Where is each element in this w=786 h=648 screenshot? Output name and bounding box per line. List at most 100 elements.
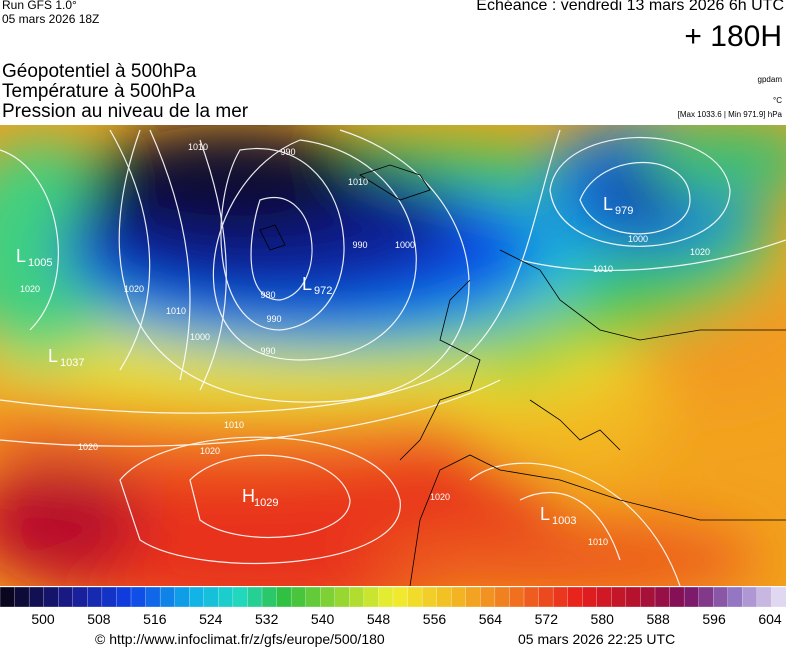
colorbar-swatch	[611, 586, 627, 608]
run-date: 05 mars 2026 18Z	[2, 12, 100, 26]
colorbar-swatch	[130, 586, 147, 608]
colorbar-swatch	[203, 586, 219, 608]
colorbar-label: 580	[591, 611, 615, 627]
colorbar-swatch	[218, 586, 234, 608]
colorbar-swatch	[771, 586, 786, 608]
center-kind: L	[48, 346, 58, 366]
colorbar-swatch	[756, 586, 773, 608]
pressure-center: H 1029	[242, 486, 278, 509]
footer-date: 05 mars 2026 22:25 UTC	[518, 631, 675, 647]
colorbar-swatch	[654, 586, 671, 608]
colorbar-label: 604	[758, 611, 782, 627]
center-value: 1003	[552, 515, 576, 527]
colorbar-swatch	[669, 586, 685, 608]
colorbar-swatch	[189, 586, 205, 608]
contour-label: 1010	[348, 177, 368, 187]
contour-label: 990	[280, 147, 295, 157]
colorbar-label: 596	[702, 611, 726, 627]
contour-label: 1010	[588, 537, 608, 547]
colorbar-swatch	[727, 586, 743, 608]
contour-label: 1000	[628, 234, 648, 244]
contour-label: 1010	[166, 306, 186, 316]
center-value: 1037	[60, 357, 84, 369]
colorbar-swatch	[334, 586, 350, 608]
colorbar-swatch	[159, 586, 176, 608]
center-kind: L	[302, 274, 312, 294]
pressure-center: L 979	[603, 194, 633, 217]
colorbar-swatch	[261, 586, 278, 608]
contour-label: 990	[260, 346, 275, 356]
contour-label: 1020	[20, 284, 40, 294]
contour-label: 1010	[224, 420, 244, 430]
contour-label: 1020	[430, 492, 450, 502]
run: Run GFS 1.0°	[2, 0, 77, 12]
colorbar-swatch	[392, 586, 409, 608]
colorbar-swatch	[567, 586, 583, 608]
colorbar-label: 564	[479, 611, 503, 627]
colorbar-swatch	[451, 586, 467, 608]
lead-time: + 180H	[684, 20, 782, 53]
footer-url: © http://www.infoclimat.fr/z/gfs/europe/…	[95, 631, 385, 647]
colorbar-swatch	[480, 586, 496, 608]
colorbar-swatch	[232, 586, 249, 608]
colorbar-label: 524	[199, 611, 223, 627]
colorbar-swatch	[640, 586, 656, 608]
pressure-center: L 972	[302, 274, 332, 297]
contour-label: 1020	[200, 446, 220, 456]
colorbar-swatch	[596, 586, 612, 608]
pressure-center: L 1003	[540, 504, 576, 527]
center-value: 1029	[254, 497, 278, 509]
colorbar-label: 516	[143, 611, 167, 627]
colorbar-label: 508	[87, 611, 111, 627]
contour-label: 1010	[593, 264, 613, 274]
colorbar-swatch	[421, 586, 438, 608]
colorbar-label: 532	[255, 611, 279, 627]
colorbar-swatch	[174, 586, 190, 608]
layer-unit: gpdam	[757, 75, 782, 84]
colorbar-swatch	[0, 586, 16, 608]
colorbar-swatch	[713, 586, 729, 608]
pressure-center: L 1005	[16, 246, 52, 269]
colorbar-swatch	[683, 586, 700, 608]
colorbar-swatch	[625, 586, 642, 608]
colorbar-swatch	[14, 586, 30, 608]
center-kind: H	[242, 486, 255, 506]
contour-label: 1020	[124, 284, 144, 294]
center-kind: L	[603, 194, 613, 214]
colorbar-label: 556	[423, 611, 447, 627]
colorbar-swatch	[509, 586, 525, 608]
colorbar-swatch	[407, 586, 423, 608]
colorbar-swatch	[87, 586, 103, 608]
colorbar-swatch	[320, 586, 336, 608]
colorbar-swatch	[378, 586, 394, 608]
layer-name: Température à 500hPa	[2, 81, 196, 102]
colorbar-swatch	[276, 586, 292, 608]
layer-name: Géopotentiel à 500hPa	[2, 61, 197, 82]
colorbar-swatch	[290, 586, 307, 608]
colorbar-label: 548	[367, 611, 391, 627]
colorbar-swatch	[436, 586, 452, 608]
colorbar-swatch	[698, 586, 714, 608]
colorbar-label: 572	[535, 611, 559, 627]
contour-label: 1010	[188, 142, 208, 152]
colorbar-swatch	[363, 586, 380, 608]
echeance: Echéance : vendredi 13 mars 2026 6h UTC	[476, 0, 784, 14]
field	[0, 125, 786, 586]
colorbar-swatch	[305, 586, 321, 608]
center-value: 1005	[28, 257, 52, 269]
center-kind: L	[16, 246, 26, 266]
colorbar-swatch	[349, 586, 365, 608]
colorbar-swatch	[742, 586, 758, 608]
isobars	[0, 129, 786, 586]
layer-unit: [Max 1033.6 | Min 971.9] hPa	[677, 110, 782, 119]
colorbar-swatch	[43, 586, 59, 608]
contour-label: 1000	[190, 332, 210, 342]
colorbar-swatch	[28, 586, 45, 608]
center-kind: L	[540, 504, 550, 524]
contour-label: 1020	[690, 247, 710, 257]
colorbar-swatch	[145, 586, 161, 608]
contour-label: 990	[352, 240, 367, 250]
colorbar-swatch	[247, 586, 263, 608]
